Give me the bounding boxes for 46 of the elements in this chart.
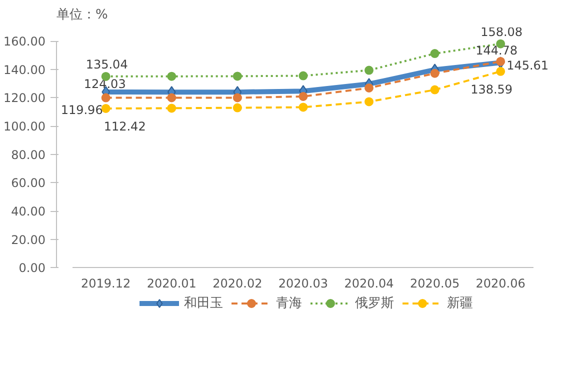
data-label: 145.61 [506,58,549,72]
point [167,72,176,81]
point [167,104,176,113]
y-tick-label: 80.00 [11,148,46,162]
point [298,92,308,101]
point [101,93,110,102]
point [496,56,506,66]
point [232,93,242,102]
y-tick-label: 20.00 [11,232,46,247]
x-tick-label: 2020.05 [410,276,460,291]
data-label: 138.59 [470,82,513,96]
data-label: 119.96 [60,102,103,117]
data-label: 124.03 [84,77,126,92]
x-tick-label: 2020.01 [146,276,196,291]
data-label: 112.42 [104,119,146,134]
point [430,49,440,58]
point [364,97,374,106]
y-tick-label: 60.00 [11,176,46,190]
point [430,85,440,94]
y-tick-label: 160.00 [4,34,46,49]
legend-label: 和田玉 [184,295,223,312]
point [232,72,242,81]
y-tick-label: 100.00 [4,120,46,134]
legend-label: 新疆 [447,295,473,312]
y-tick-label: 120.00 [4,91,46,106]
point [167,93,176,102]
x-tick-label: 2020.04 [344,276,394,291]
legend-label: 青海 [276,295,302,312]
chart-title: 单位：% [56,8,108,22]
x-tick-label: 2020.06 [476,276,526,291]
point [364,66,374,75]
y-tick-label: 0.00 [18,261,46,276]
point [232,103,242,112]
point [430,68,440,78]
x-tick-label: 2019.12 [81,276,131,291]
point [298,71,308,80]
x-tick-label: 2020.02 [212,276,262,291]
data-label: 135.04 [86,57,128,72]
y-tick-label: 40.00 [11,204,46,219]
x-tick-label: 2020.03 [278,276,328,291]
point [496,66,506,76]
point [298,102,308,112]
y-tick-label: 140.00 [4,62,46,77]
point [364,83,374,92]
legend-label: 俄罗斯 [355,295,394,312]
data-label: 144.78 [476,44,518,58]
